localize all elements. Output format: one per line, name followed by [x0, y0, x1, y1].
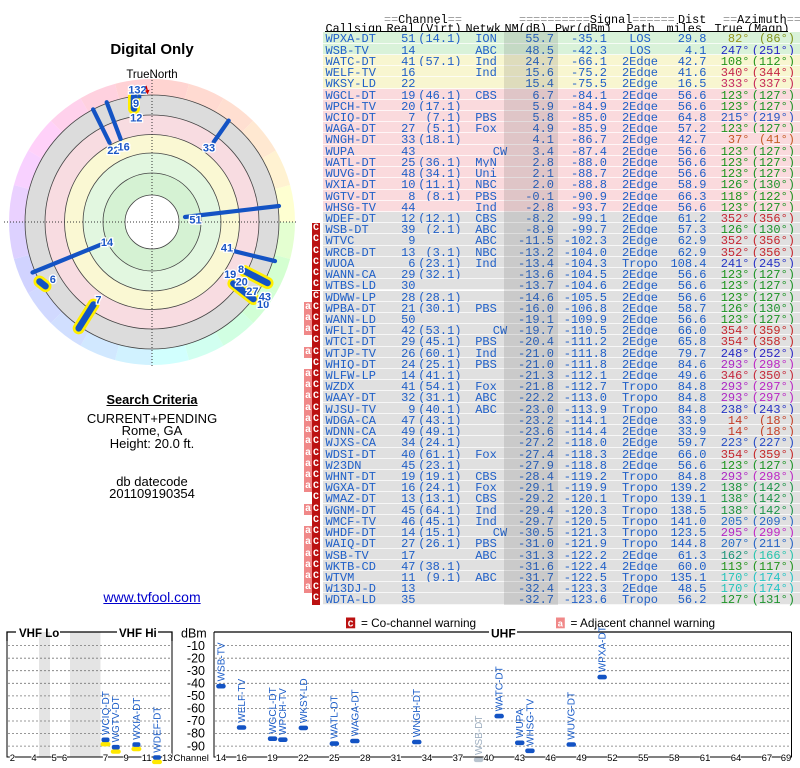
- svg-text:Channel: Channel: [174, 753, 209, 764]
- svg-text:WAGA-DT: WAGA-DT: [350, 689, 361, 736]
- svg-text:7: 7: [103, 753, 108, 764]
- svg-text:WNGH-DT: WNGH-DT: [412, 689, 423, 737]
- svg-text:WGTV-DT: WGTV-DT: [111, 696, 122, 742]
- svg-text:-20: -20: [187, 651, 205, 665]
- svg-text:12: 12: [130, 113, 142, 125]
- svg-text:13: 13: [162, 753, 173, 764]
- svg-text:40: 40: [484, 753, 495, 764]
- svg-text:19: 19: [224, 269, 236, 281]
- svg-text:46: 46: [545, 753, 556, 764]
- svg-text:a: a: [558, 619, 564, 630]
- svg-text:6: 6: [50, 274, 56, 286]
- svg-text:dBm: dBm: [181, 627, 207, 641]
- svg-text:16: 16: [117, 141, 129, 153]
- svg-text:16: 16: [236, 753, 247, 764]
- svg-text:20: 20: [236, 277, 248, 289]
- svg-text:= Co-channel warning: = Co-channel warning: [361, 616, 476, 630]
- svg-text:5: 5: [52, 753, 57, 764]
- svg-text:37: 37: [453, 753, 464, 764]
- svg-text:-90: -90: [187, 739, 205, 753]
- svg-text:UHF: UHF: [491, 627, 516, 641]
- svg-text:WATL-DT: WATL-DT: [330, 695, 341, 738]
- svg-text:WSB-DT: WSB-DT: [474, 716, 485, 755]
- svg-text:-10: -10: [187, 639, 205, 653]
- svg-text:69: 69: [781, 753, 792, 764]
- svg-text:43: 43: [259, 292, 271, 304]
- svg-text:9: 9: [123, 753, 128, 764]
- svg-text:49: 49: [576, 753, 587, 764]
- svg-text:-40: -40: [187, 677, 205, 691]
- svg-text:WHSG-TV: WHSG-TV: [525, 698, 536, 746]
- svg-text:43: 43: [514, 753, 525, 764]
- svg-text:14: 14: [101, 237, 114, 249]
- svg-text:33: 33: [203, 142, 215, 154]
- svg-text:31: 31: [391, 753, 402, 764]
- svg-text:27: 27: [246, 286, 258, 298]
- svg-text:WATC-DT: WATC-DT: [495, 666, 506, 711]
- svg-text:132: 132: [128, 85, 146, 97]
- svg-text:WSB-TV: WSB-TV: [216, 642, 227, 681]
- svg-text:C: C: [348, 619, 354, 630]
- svg-text:2: 2: [10, 753, 15, 764]
- svg-text:WPCH-TV: WPCH-TV: [278, 688, 289, 735]
- svg-text:VHF Hi: VHF Hi: [119, 628, 157, 640]
- svg-text:-80: -80: [187, 727, 205, 741]
- svg-text:WCIQ-DT: WCIQ-DT: [101, 691, 112, 735]
- svg-text:58: 58: [669, 753, 680, 764]
- svg-text:-60: -60: [187, 702, 205, 716]
- svg-text:9: 9: [133, 98, 139, 110]
- svg-text:WELF-TV: WELF-TV: [237, 678, 248, 722]
- svg-text:-50: -50: [187, 689, 205, 703]
- svg-text:34: 34: [422, 753, 433, 764]
- svg-text:14: 14: [216, 753, 227, 764]
- svg-text:55: 55: [638, 753, 649, 764]
- svg-text:WKSY-LD: WKSY-LD: [299, 678, 310, 723]
- svg-text:WDEF-DT: WDEF-DT: [152, 707, 163, 753]
- svg-text:51: 51: [189, 215, 201, 227]
- svg-text:25: 25: [329, 753, 340, 764]
- svg-text:22: 22: [107, 145, 119, 157]
- svg-text:8: 8: [238, 264, 244, 276]
- svg-text:7: 7: [95, 295, 101, 307]
- svg-text:28: 28: [360, 753, 371, 764]
- svg-text:WUPA: WUPA: [515, 708, 526, 738]
- svg-text:67: 67: [762, 753, 773, 764]
- svg-text:10: 10: [257, 299, 269, 311]
- svg-text:11: 11: [142, 753, 152, 764]
- svg-text:22: 22: [298, 753, 309, 764]
- svg-text:= Adjacent channel warning: = Adjacent channel warning: [571, 616, 716, 630]
- svg-text:61: 61: [700, 753, 711, 764]
- svg-text:WUVG-DT: WUVG-DT: [567, 692, 578, 740]
- svg-text:-70: -70: [187, 714, 205, 728]
- svg-text:WGCL-DT: WGCL-DT: [268, 687, 279, 734]
- svg-text:4: 4: [31, 753, 36, 764]
- svg-text:WXIA-DT: WXIA-DT: [132, 698, 143, 740]
- svg-text:19: 19: [267, 753, 278, 764]
- svg-text:41: 41: [221, 243, 233, 255]
- svg-text:64: 64: [731, 753, 742, 764]
- svg-text:VHF Lo: VHF Lo: [19, 628, 59, 640]
- svg-text:WPXA-DT: WPXA-DT: [598, 626, 609, 672]
- svg-text:-30: -30: [187, 664, 205, 678]
- svg-text:52: 52: [607, 753, 618, 764]
- svg-text:6: 6: [62, 753, 67, 764]
